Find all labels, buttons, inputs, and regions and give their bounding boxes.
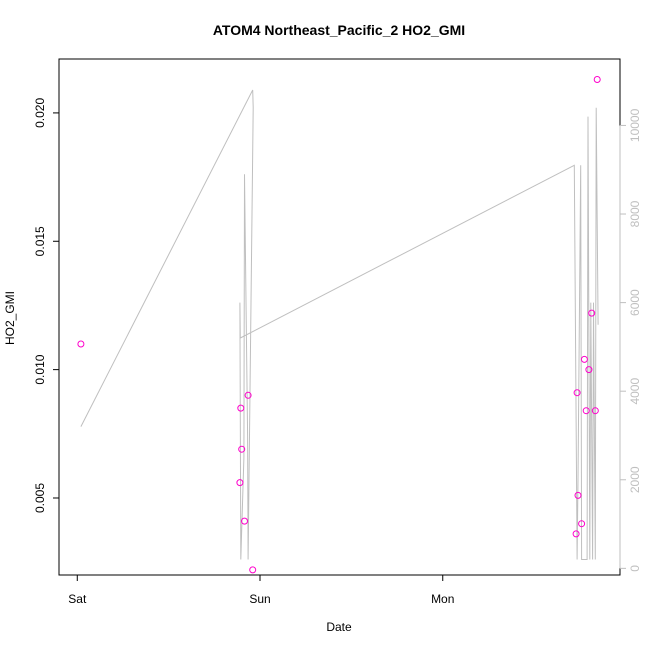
y-tick-label: 0.015: [33, 226, 47, 256]
y2-tick-label: 8000: [628, 200, 642, 227]
y2-tick-label: 6000: [628, 289, 642, 316]
data-point: [580, 355, 588, 363]
data-point: [578, 520, 586, 528]
x-tick-label: Sat: [68, 592, 87, 606]
data-point: [238, 445, 246, 453]
y-axis-label: HO2_GMI: [3, 291, 17, 345]
data-point: [241, 517, 248, 525]
data-point: [249, 566, 257, 574]
data-point: [582, 407, 590, 415]
data-point: [572, 530, 580, 538]
data-point: [236, 479, 244, 487]
chart-title: ATOM4 Northeast_Pacific_2 HO2_GMI: [213, 22, 465, 38]
data-point: [588, 309, 596, 317]
data-point: [237, 404, 245, 412]
y-tick-label: 0.010: [33, 354, 47, 384]
y-tick-label: 0.020: [33, 98, 47, 128]
data-point: [585, 366, 593, 374]
series-line: [80, 89, 599, 560]
data-point: [77, 340, 85, 348]
y2-tick-label: 4000: [628, 378, 642, 405]
data-point: [593, 76, 601, 83]
data-point: [244, 391, 252, 399]
y2-tick-label: 0: [628, 565, 642, 572]
data-point: [574, 491, 582, 499]
x-tick-label: Sun: [249, 592, 270, 606]
plot-area: Sat Sun Mon 0.005 0.010 0.015 0.020 0 2000 4000 60…: [33, 76, 642, 606]
plot-frame: [58, 58, 621, 576]
x-axis-label: Date: [326, 620, 352, 634]
data-point: [591, 407, 599, 415]
y2-tick-label: 10000: [628, 108, 642, 142]
y2-tick-label: 2000: [628, 466, 642, 493]
data-point: [573, 389, 581, 397]
x-tick-label: Mon: [431, 592, 454, 606]
y-tick-label: 0.005: [33, 483, 47, 513]
